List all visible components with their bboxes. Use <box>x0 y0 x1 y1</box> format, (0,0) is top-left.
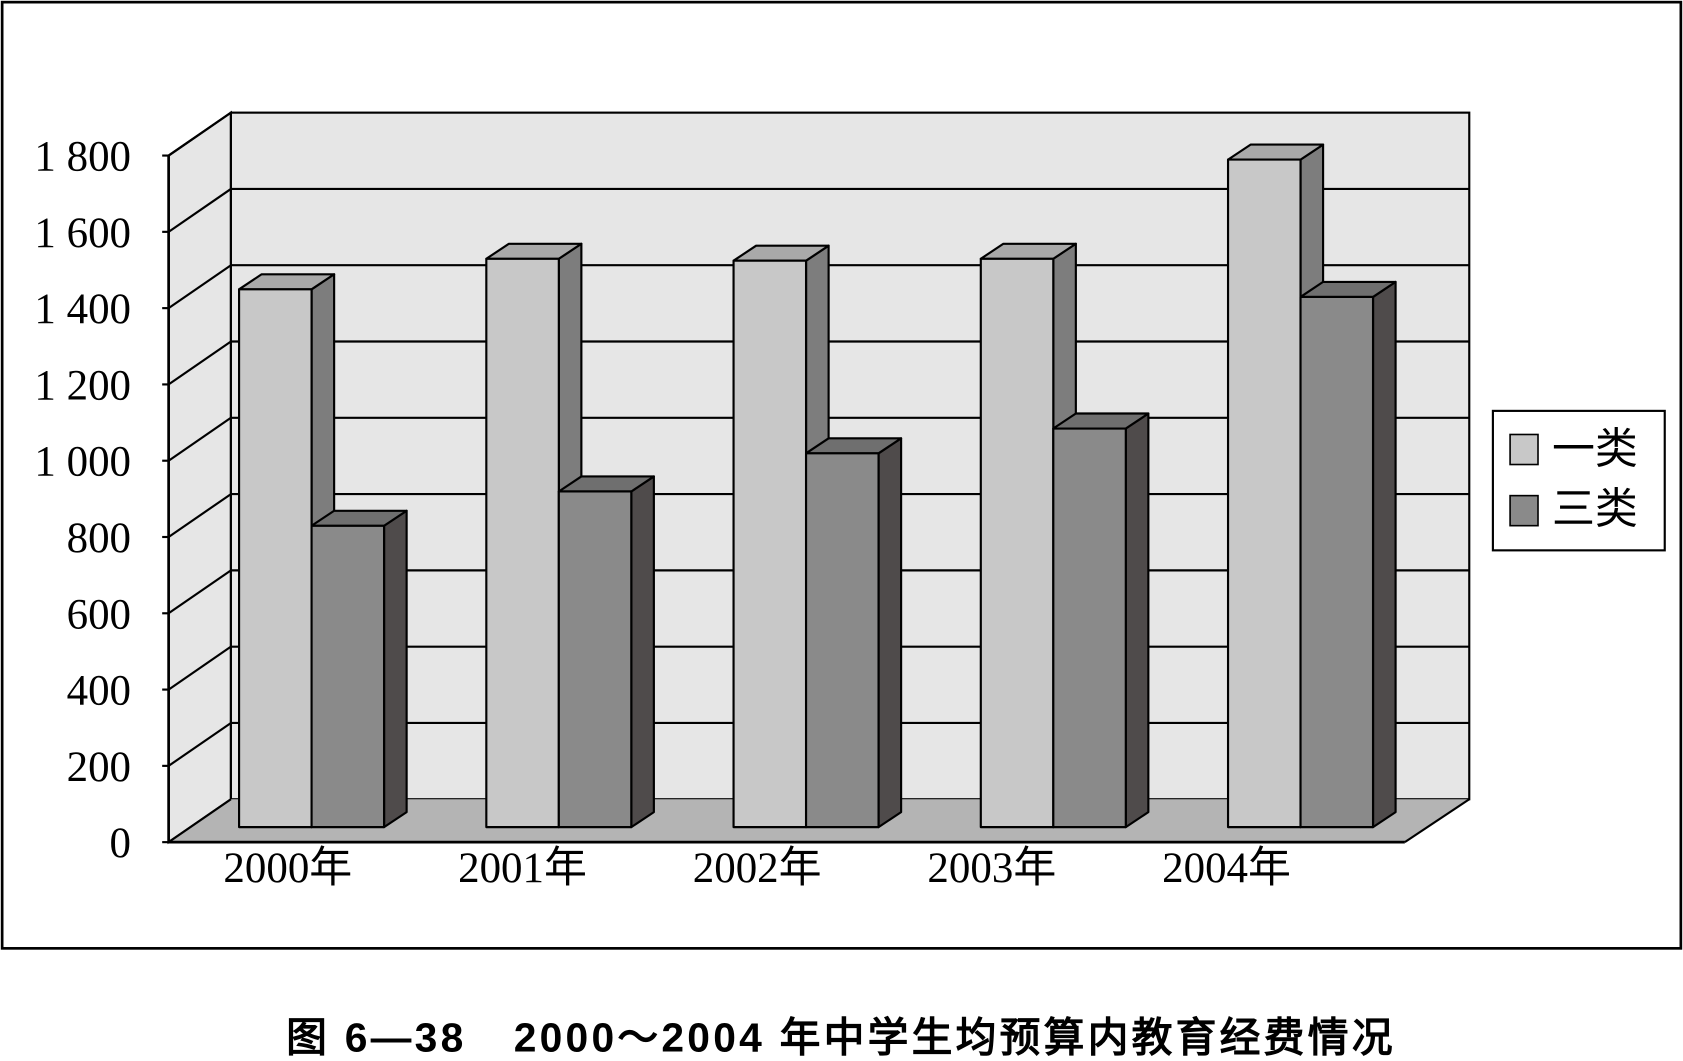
legend: 一类 三类 <box>1491 409 1666 552</box>
y-tick-label: 200 <box>67 744 131 791</box>
side-wall-gridline <box>168 722 232 767</box>
side-wall-gridline <box>168 798 232 844</box>
bar-series-2-category-3 <box>804 437 903 829</box>
y-tick-label: 1 800 <box>34 134 131 181</box>
floor-right-edge <box>1404 798 1470 844</box>
x-tick-label: 2002年 <box>693 845 822 892</box>
side-wall-gridline <box>168 340 232 386</box>
bar-side-face <box>1371 280 1397 829</box>
y-tick-label: 1 200 <box>34 362 131 409</box>
y-tick-label: 0 <box>110 820 131 867</box>
y-axis-ticks: 0 200 400 600 800 1 000 1 200 1 400 1 600 1 800 <box>34 134 169 867</box>
side-wall <box>167 110 232 845</box>
side-wall-gridline <box>168 264 232 310</box>
y-tick-label: 1 400 <box>34 286 131 333</box>
legend-swatch-series-1 <box>1509 433 1539 466</box>
x-tick-label: 2000年 <box>223 845 352 892</box>
bar-front-face <box>1299 295 1375 829</box>
side-wall-gridline <box>168 493 232 538</box>
legend-label-series-2: 三类 <box>1552 487 1638 534</box>
bar-front-face <box>979 257 1055 829</box>
bar-front-face <box>310 524 386 829</box>
chart-plot: 0 200 400 600 800 1 000 1 200 1 400 1 600 1 800 2… <box>34 110 1471 892</box>
y-tick-label: 800 <box>67 515 131 562</box>
y-tick-label: 1 000 <box>34 439 131 486</box>
x-tick-label: 2001年 <box>458 845 587 892</box>
bar-side-face <box>382 509 408 829</box>
bar-front-face <box>1226 158 1302 829</box>
bar-front-face <box>1052 427 1127 829</box>
figure-caption: 图 6—38 2000～2004 年中学生均预算内教育经费情况 <box>286 1014 1396 1060</box>
x-tick-label: 2003年 <box>927 845 1056 892</box>
bar-side-face <box>877 437 903 829</box>
bar-series-2-category-2 <box>557 475 655 829</box>
side-wall-gridline <box>168 645 232 691</box>
bar-series-2-category-5 <box>1299 280 1397 829</box>
bars <box>238 143 1397 829</box>
side-wall-gridline <box>168 188 232 233</box>
x-tick-label: 2004年 <box>1162 845 1291 892</box>
side-wall-gridline <box>168 111 232 157</box>
y-tick-label: 1 600 <box>34 210 131 257</box>
bar-front-face <box>804 452 880 829</box>
bar-front-face <box>732 259 808 829</box>
y-tick-label: 400 <box>67 668 131 715</box>
legend-swatch-series-2 <box>1509 494 1539 527</box>
x-axis-labels: 2000年 2001年 2002年 2003年 2004年 <box>223 845 1291 892</box>
y-tick-label: 600 <box>67 591 131 638</box>
legend-label-series-1: 一类 <box>1552 426 1638 473</box>
figure-number: 图 6—38 <box>286 1014 466 1060</box>
figure-title: 2000～2004 年中学生均预算内教育经费情况 <box>514 1014 1396 1060</box>
bar-side-face <box>630 475 655 829</box>
bar-side-face <box>1124 412 1150 829</box>
bar-series-2-category-1 <box>310 509 408 829</box>
bar-front-face <box>485 257 560 829</box>
bar-front-face <box>557 490 633 829</box>
side-wall-gridline <box>168 416 232 462</box>
bar-front-face <box>238 288 313 829</box>
side-wall-gridline <box>168 569 232 615</box>
bar-series-2-category-4 <box>1052 412 1150 829</box>
